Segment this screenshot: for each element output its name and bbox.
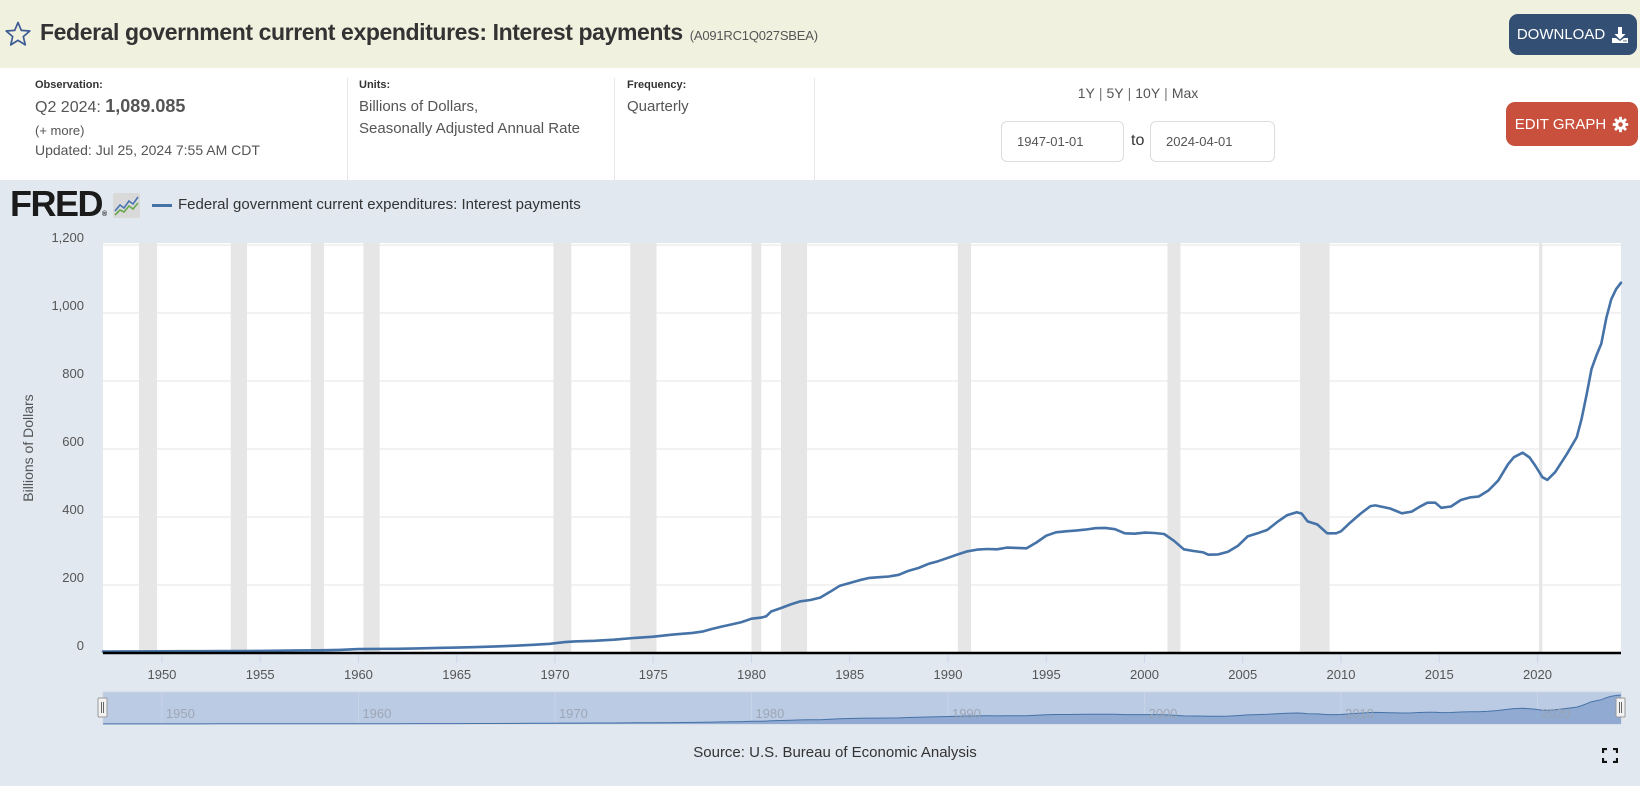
x-tick-label: 1985	[835, 667, 864, 682]
star-outline-icon[interactable]	[4, 20, 32, 48]
y-tick-label: 0	[77, 638, 84, 653]
y-tick-label: 1,000	[51, 298, 84, 313]
x-tick-label: 2005	[1228, 667, 1257, 682]
navigator-label: 1990	[952, 706, 981, 721]
observation-label: Observation:	[35, 79, 103, 91]
observation-value: 1,089.085	[105, 96, 186, 116]
y-tick-label: 1,200	[51, 230, 84, 245]
recession-shade	[138, 243, 158, 653]
series-line[interactable]	[101, 281, 1623, 653]
fred-logo-text: FRED	[10, 183, 104, 224]
range-links: 1Y | 5Y | 10Y | Max	[1070, 85, 1206, 101]
navigator-series-line	[103, 694, 1622, 725]
registered-mark: ®	[102, 211, 108, 218]
x-tick-label: 2015	[1425, 667, 1454, 682]
x-tick-label: 1955	[246, 667, 275, 682]
end-date-input[interactable]	[1150, 121, 1275, 162]
y-tick-label: 200	[62, 570, 84, 585]
x-tick-label: 2010	[1327, 667, 1356, 682]
navigator-label: 2010	[1345, 706, 1374, 721]
observation-period: Q2 2024:	[35, 99, 101, 116]
units-line-2: Seasonally Adjusted Annual Rate	[359, 120, 580, 137]
y-tick-label: 800	[62, 366, 84, 381]
range-separator: |	[1164, 85, 1168, 101]
frequency-value: Quarterly	[627, 98, 689, 115]
recession-shade	[630, 243, 657, 653]
navigator-label: 2000	[1148, 706, 1177, 721]
recession-shade	[363, 243, 380, 653]
recession-shade	[957, 243, 971, 653]
navigator-label: 1980	[755, 706, 784, 721]
recession-shade	[1539, 243, 1543, 653]
range-separator: |	[1098, 85, 1103, 101]
plot-area	[103, 243, 1621, 653]
divider	[347, 78, 348, 180]
navigator-series-area	[103, 695, 1621, 724]
graph-panel: FRED® Federal government current expendi…	[0, 180, 1640, 786]
recession-shade	[310, 243, 325, 653]
page-title: Federal government current expenditures:…	[40, 19, 683, 45]
recession-shade	[751, 243, 762, 653]
divider	[814, 78, 815, 180]
y-tick-label: 600	[62, 434, 84, 449]
x-tick-label: 1965	[442, 667, 471, 682]
download-button-label: DOWNLOAD	[1516, 26, 1606, 43]
edit-graph-button[interactable]: EDIT GRAPH	[1506, 102, 1638, 146]
download-button[interactable]: DOWNLOAD	[1509, 14, 1637, 55]
x-tick-label: 1980	[737, 667, 766, 682]
range-link-1y[interactable]: 1Y	[1077, 85, 1095, 101]
frequency-label: Frequency:	[627, 79, 687, 91]
x-tick-label: 1960	[344, 667, 373, 682]
legend-series-swatch	[152, 204, 172, 207]
y-axis-title: Billions of Dollars	[20, 394, 36, 501]
x-tick-label: 1950	[147, 667, 176, 682]
navigator-label: 1950	[166, 706, 195, 721]
gear-icon	[1612, 116, 1629, 132]
recession-shade	[1167, 243, 1181, 653]
x-tick-label: 2020	[1523, 667, 1552, 682]
more-observations-link[interactable]: (+ more)	[35, 123, 85, 138]
updated-timestamp: Updated: Jul 25, 2024 7:55 AM CDT	[35, 142, 260, 158]
start-date-input[interactable]	[1001, 121, 1124, 162]
range-link-10y[interactable]: 10Y	[1135, 85, 1161, 101]
series-id: (A091RC1Q027SBEA)	[689, 28, 818, 43]
x-tick-label: 1995	[1032, 667, 1061, 682]
fullscreen-icon[interactable]	[1602, 748, 1618, 763]
divider	[614, 78, 615, 180]
recession-shade	[780, 243, 808, 653]
date-range-to-label: to	[1131, 132, 1145, 149]
fred-logo[interactable]: FRED®	[10, 186, 107, 233]
page-header: Federal government current expenditures:…	[0, 0, 1640, 68]
range-link-max[interactable]: Max	[1171, 85, 1199, 101]
legend-series-label[interactable]: Federal government current expenditures:…	[178, 196, 581, 213]
x-tick-label: 1990	[934, 667, 963, 682]
recession-shade	[1300, 243, 1330, 653]
x-tick-label: 2000	[1130, 667, 1159, 682]
navigator-left-handle[interactable]	[97, 697, 108, 718]
navigator-label: 2020	[1541, 706, 1570, 721]
units-line-1: Billions of Dollars,	[359, 98, 479, 115]
fred-chart-icon	[113, 193, 140, 218]
download-icon	[1612, 26, 1629, 43]
title-row: Federal government current expenditures:…	[40, 19, 818, 46]
range-link-5y[interactable]: 5Y	[1106, 85, 1124, 101]
recession-shade	[230, 243, 248, 653]
source-note: Source: U.S. Bureau of Economic Analysis	[693, 744, 977, 761]
units-label: Units:	[359, 79, 391, 91]
navigator-label: 1970	[559, 706, 588, 721]
observation-line: Q2 2024: 1,089.085	[35, 96, 185, 117]
navigator-label: 1960	[362, 706, 391, 721]
x-tick-label: 1970	[541, 667, 570, 682]
range-separator: |	[1127, 85, 1132, 101]
series-info-bar: Observation: Q2 2024: 1,089.085 (+ more)…	[0, 68, 1640, 180]
y-tick-label: 400	[62, 502, 84, 517]
edit-graph-label: EDIT GRAPH	[1514, 115, 1607, 133]
line-chart[interactable]: 0 200 400 600 800 1,000 1,200 Billions of Dolla…	[0, 180, 1640, 786]
x-tick-label: 1975	[639, 667, 668, 682]
navigator-right-handle[interactable]	[1615, 697, 1626, 718]
recession-shade	[553, 243, 572, 653]
